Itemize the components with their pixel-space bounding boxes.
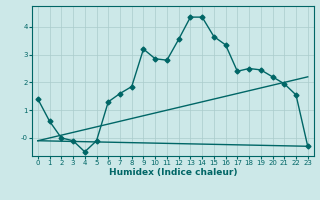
X-axis label: Humidex (Indice chaleur): Humidex (Indice chaleur) bbox=[108, 168, 237, 177]
